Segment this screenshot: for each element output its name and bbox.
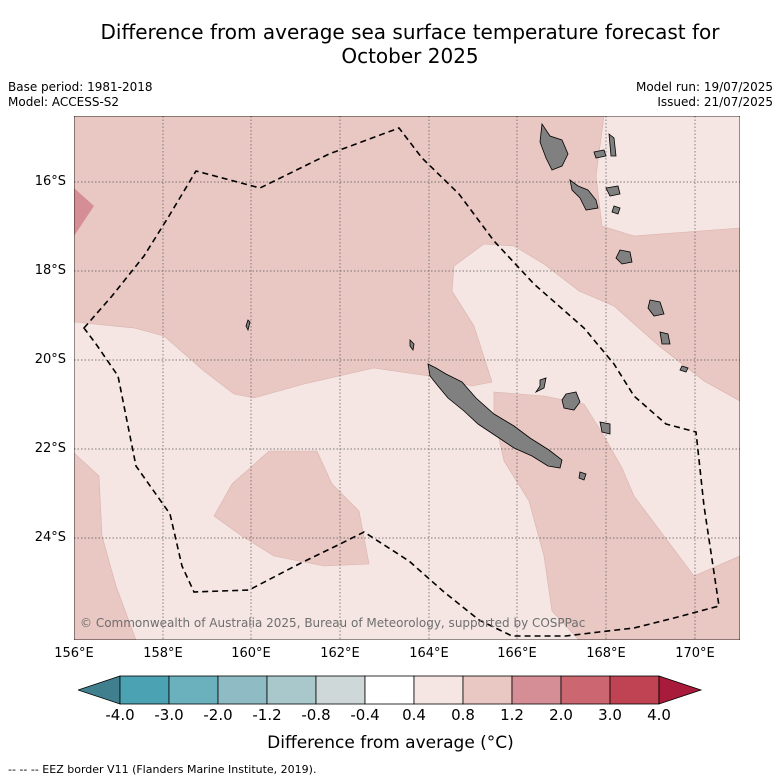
malakula [569,179,599,211]
graticule [74,116,740,640]
colorbar-tick-label: -3.0 [154,706,184,724]
colorbar-extend-high [658,675,703,705]
erromango [647,299,665,317]
issued-date: Issued: 21/07/2025 [657,95,773,109]
colorbar-segment [217,675,268,705]
base-period: Base period: 1981-2018 [8,80,153,94]
lon-label-164e: 164°E [409,646,449,661]
ambrym [605,185,621,197]
ile-des-pins [578,471,587,481]
colorbar-segment [560,675,611,705]
map-svg [74,116,740,640]
colorbar-tick-label: 0.4 [402,706,426,724]
model-name: Model: ACCESS-S2 [8,95,120,109]
colorbar-extend-low [76,675,121,705]
aneityum [679,365,689,373]
anomaly-band-medium-southwest [74,452,137,640]
title-line-1: Difference from average sea surface temp… [100,20,720,44]
map-panel: © Commonwealth of Australia 2025, Bureau… [74,116,740,640]
lat-label-22s: 22°S [34,441,66,456]
efate [615,249,633,265]
anomaly-band-medium-southeast [493,391,740,640]
colorbar-tick-label: 1.2 [500,706,524,724]
tanna [659,331,671,345]
colorbar-svg [76,675,703,705]
mare [599,421,611,435]
new-caledonia-grande-terre [427,363,563,469]
colorbar-segment [609,675,660,705]
meta-left: Base period: 1981-2018 Model: ACCESS-S2 [8,80,153,110]
lon-label-162e: 162°E [320,646,360,661]
islet-west-1 [245,319,251,332]
colorbar-segment [511,675,562,705]
model-run: Model run: 19/07/2025 [635,80,773,94]
colorbar-tick-label: -4.0 [105,706,135,724]
lon-label-168e: 168°E [586,646,626,661]
belep-islet [409,339,415,351]
colorbar-tick-label: -1.2 [252,706,282,724]
colorbar [76,675,706,709]
lifou [561,391,581,411]
lat-label-16s: 16°S [34,174,66,189]
colorbar-segment [168,675,219,705]
copyright-notice: © Commonwealth of Australia 2025, Bureau… [80,616,586,630]
title-line-2: October 2025 [341,44,479,68]
aoba [608,133,617,157]
maewo-pentecost [593,149,607,159]
colorbar-segment [315,675,366,705]
anomaly-band-warm-patch [74,188,94,236]
colorbar-tick-label: 4.0 [647,706,671,724]
lat-label-24s: 24°S [34,530,66,545]
colorbar-tick-label: 3.0 [598,706,622,724]
colorbar-segment [266,675,317,705]
anomaly-band-medium-south [213,450,370,567]
lon-label-170e: 170°E [675,646,715,661]
colorbar-tick-label: 0.8 [451,706,475,724]
eez-footnote: -- -- -- EEZ border V11 (Flanders Marine… [8,763,317,776]
colorbar-tick-label: -2.0 [203,706,233,724]
eez-border [82,127,720,637]
lon-label-160e: 160°E [231,646,271,661]
colorbar-tick-label: 2.0 [549,706,573,724]
land-masses [245,122,689,481]
ouvea [534,377,547,394]
map-title: Difference from average sea surface temp… [40,20,780,68]
colorbar-segment [413,675,464,705]
epi [611,205,621,215]
colorbar-tick-label: -0.4 [350,706,380,724]
colorbar-label: Difference from average (°C) [267,733,514,753]
colorbar-tick-label: -0.8 [301,706,331,724]
colorbar-segment [462,675,513,705]
lon-label-158e: 158°E [143,646,183,661]
espiritu-santo [539,122,569,171]
lat-label-18s: 18°S [34,263,66,278]
lon-label-156e: 156°E [54,646,94,661]
lat-label-20s: 20°S [34,352,66,367]
lon-label-166e: 166°E [497,646,537,661]
colorbar-segment [119,675,170,705]
colorbar-segment [364,675,415,705]
meta-right: Model run: 19/07/2025 Issued: 21/07/2025 [636,80,773,110]
